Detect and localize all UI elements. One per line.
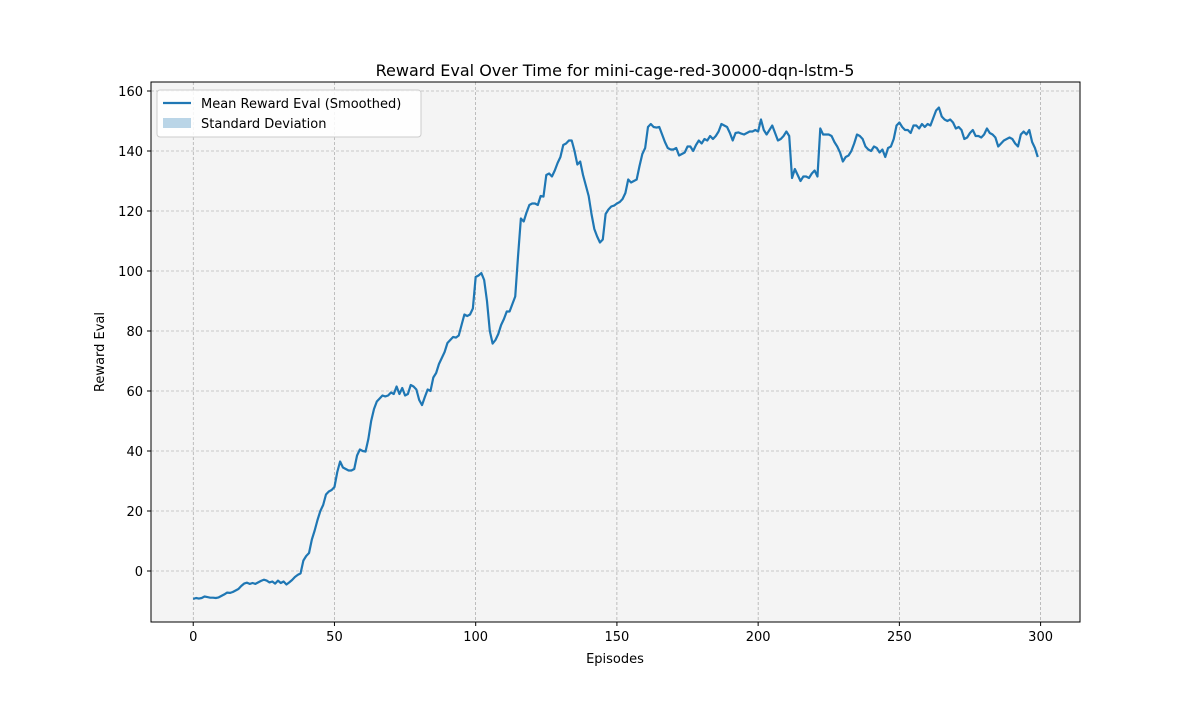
x-tick-label: 50 [326, 630, 343, 645]
legend: Mean Reward Eval (Smoothed) Standard Devi… [156, 89, 422, 138]
x-tick-label: 250 [887, 630, 912, 645]
y-tick-label: 160 [118, 85, 143, 100]
x-axis-label: Episodes [586, 652, 644, 667]
y-tick-label: 40 [126, 445, 143, 460]
axes-frame [150, 81, 1081, 623]
y-tick-label: 60 [126, 385, 143, 400]
legend-label: Mean Reward Eval (Smoothed) [201, 97, 401, 112]
legend-box [156, 89, 422, 138]
line-series [192, 106, 1039, 600]
legend-label: Standard Deviation [201, 117, 326, 132]
y-tick-label: 140 [118, 145, 143, 160]
y-axis-label: Reward Eval [93, 312, 108, 392]
x-tick-label: 100 [463, 630, 488, 645]
y-tick-label: 0 [135, 565, 143, 580]
legend-swatch [163, 118, 191, 128]
y-tick-label: 20 [126, 505, 143, 520]
x-tick-label: 0 [189, 630, 197, 645]
x-tick-label: 300 [1028, 630, 1053, 645]
y-tick-label: 80 [126, 325, 143, 340]
y-tick-label: 100 [118, 265, 143, 280]
plot-area [151, 82, 1080, 622]
y-tick-label: 120 [118, 205, 143, 220]
x-tick-label: 150 [604, 630, 629, 645]
x-tick-label: 200 [746, 630, 771, 645]
chart-title: Reward Eval Over Time for mini-cage-red-… [376, 61, 855, 80]
